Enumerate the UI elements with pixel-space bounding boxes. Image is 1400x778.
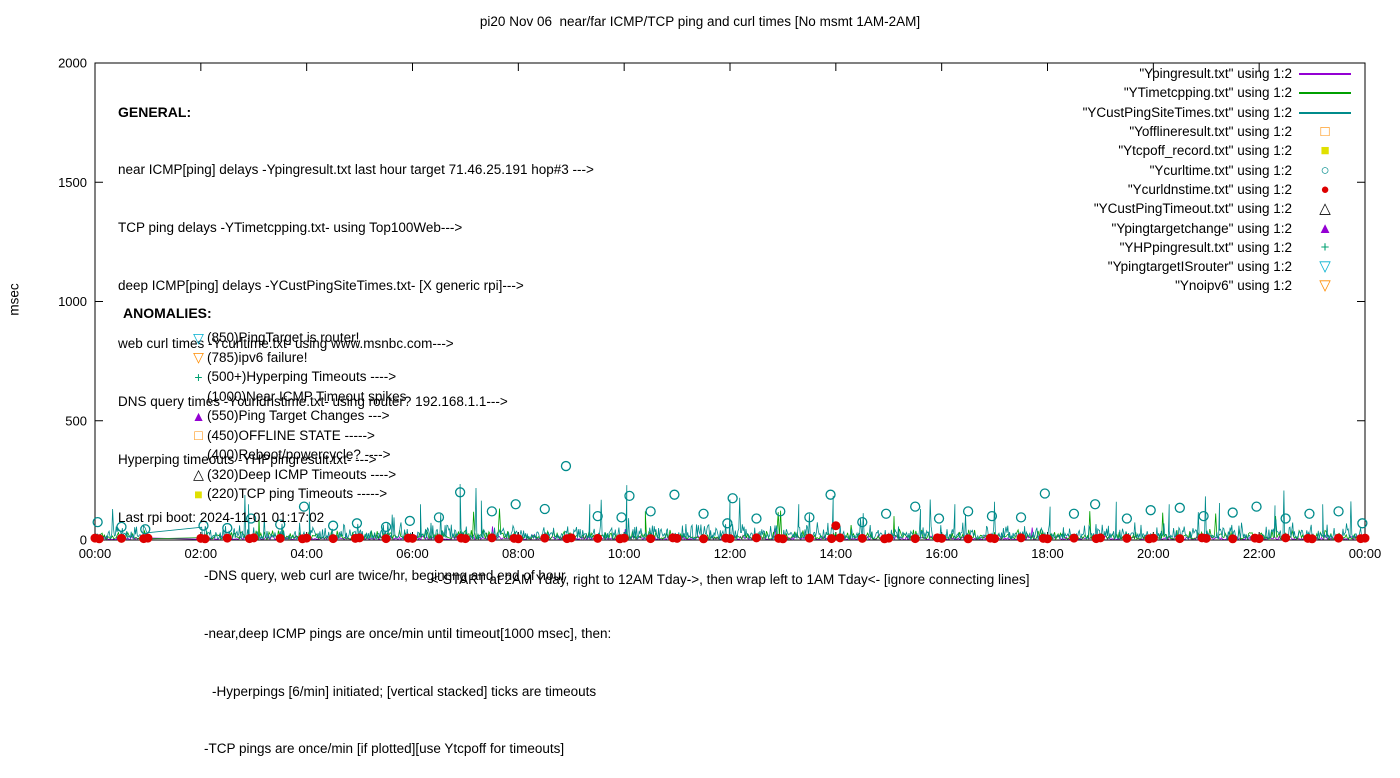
svg-text:00:00: 00:00 [1349, 546, 1382, 561]
legend-label: "Ytcpoff_record.txt" using 1:2 [1118, 143, 1292, 159]
square-filled-icon: ■ [194, 485, 203, 502]
anomaly-text: (850)PingTarget is router! [207, 330, 360, 346]
general-line: -DNS query, web curl are twice/hr, begin… [204, 567, 566, 583]
anomalies-header: ANOMALIES: [123, 305, 212, 321]
legend-item: "Ynoipv6" using 1:2 ▽ [1083, 276, 1354, 295]
anomaly-text: (320)Deep ICMP Timeouts ----> [207, 466, 397, 482]
legend-label: "YHPpingresult.txt" using 1:2 [1119, 239, 1292, 255]
svg-text:00:00: 00:00 [79, 546, 112, 561]
svg-text:04:00: 04:00 [290, 546, 323, 561]
triangle-up-open-icon: △ [193, 466, 204, 483]
svg-text:10:00: 10:00 [608, 546, 641, 561]
svg-text:06:00: 06:00 [396, 546, 429, 561]
general-line: near ICMP[ping] delays -Ypingresult.txt … [118, 162, 594, 178]
legend-item: "YHPpingresult.txt" using 1:2 + [1083, 238, 1354, 257]
anomaly-row: ▲ (550)Ping Target Changes ---> [190, 406, 406, 426]
triangle-down-open-icon: ▽ [1319, 277, 1331, 295]
square-open-icon: □ [194, 427, 203, 444]
anomaly-row: (400)Reboot/powercycle? ----> [190, 445, 406, 465]
legend-label: "YTimetcpping.txt" using 1:2 [1123, 85, 1292, 101]
general-line: Last rpi boot: 2024-11-01 01:17:02 [118, 509, 325, 525]
legend-label: "YpingtargetISrouter" using 1:2 [1107, 259, 1292, 275]
triangle-up-open-icon: △ [1319, 200, 1331, 218]
legend-label: "Yofflineresult.txt" using 1:2 [1129, 124, 1292, 140]
legend-item: "Ytcpoff_record.txt" using 1:2 ■ [1083, 141, 1354, 160]
svg-text:20:00: 20:00 [1137, 546, 1170, 561]
general-line: deep ICMP[ping] delays -YCustPingSiteTim… [118, 278, 524, 294]
anomaly-text: (550)Ping Target Changes ---> [207, 408, 390, 424]
svg-text:12:00: 12:00 [714, 546, 747, 561]
general-line: DNS query times -Ycurldnstime.txt- using… [118, 394, 508, 410]
general-line: -Hyperpings [6/min] initiated; [vertical… [212, 683, 597, 699]
svg-text:02:00: 02:00 [185, 546, 218, 561]
legend-label: "YCustPingSiteTimes.txt" using 1:2 [1082, 104, 1292, 120]
legend-item: "Ypingresult.txt" using 1:2 [1083, 64, 1354, 83]
anomaly-text: (500+)Hyperping Timeouts ----> [207, 369, 397, 385]
legend-label: "Ypingtargetchange" using 1:2 [1111, 220, 1292, 236]
legend-label: "Ynoipv6" using 1:2 [1175, 278, 1292, 294]
anomaly-row: △ (320)Deep ICMP Timeouts ----> [190, 465, 406, 485]
legend-item: "YTimetcpping.txt" using 1:2 [1083, 83, 1354, 102]
x-axis-label: <-START at 2AM Yday, right to 12AM Tday-… [430, 572, 1030, 587]
legend-label: "YCustPingTimeout.txt" using 1:2 [1093, 201, 1292, 217]
legend: "Ypingresult.txt" using 1:2 "YTimetcppin… [1083, 64, 1354, 296]
svg-text:18:00: 18:00 [1031, 546, 1064, 561]
legend-item: "Ypingtargetchange" using 1:2 ▲ [1083, 218, 1354, 237]
svg-text:14:00: 14:00 [820, 546, 853, 561]
legend-item: "Ycurldnstime.txt" using 1:2 ● [1083, 180, 1354, 199]
legend-item: "YCustPingSiteTimes.txt" using 1:2 [1083, 103, 1354, 122]
general-line: -near,deep ICMP pings are once/min until… [204, 625, 612, 641]
anomaly-text: (400)Reboot/powercycle? ----> [207, 447, 391, 463]
anomaly-row: + (500+)Hyperping Timeouts ----> [190, 367, 406, 387]
legend-label: "Ycurltime.txt" using 1:2 [1149, 162, 1292, 178]
square-filled-icon: ■ [1320, 142, 1330, 160]
plus-icon: + [1320, 238, 1330, 256]
chart-title: pi20 Nov 06 near/far ICMP/TCP ping and c… [479, 14, 921, 29]
anomalies-block: ▽ (850)PingTarget is router! ▽ (785)ipv6… [190, 328, 407, 504]
legend-item: "Yofflineresult.txt" using 1:2 □ [1083, 122, 1354, 141]
anomaly-text: (785)ipv6 failure! [207, 349, 308, 365]
svg-text:1000: 1000 [58, 294, 87, 309]
plus-icon: + [194, 368, 203, 385]
svg-text:0: 0 [80, 533, 87, 548]
svg-text:2000: 2000 [58, 56, 87, 71]
square-open-icon: □ [1320, 123, 1330, 141]
svg-text:08:00: 08:00 [502, 546, 535, 561]
triangle-down-open-icon: ▽ [193, 349, 204, 366]
line-sample-icon [1296, 66, 1354, 81]
svg-text:22:00: 22:00 [1243, 546, 1276, 561]
triangle-down-open-icon: ▽ [193, 329, 204, 346]
plot-canvas: 00:00 02:00 04:00 06:00 08:00 10:00 12:00 14:00… [58, 56, 1382, 562]
legend-item: "YCustPingTimeout.txt" using 1:2 △ [1083, 199, 1354, 218]
general-line: -TCP pings are once/min [if plotted][use… [204, 741, 565, 757]
svg-text:1500: 1500 [58, 175, 87, 190]
anomaly-row: ▽ (850)PingTarget is router! [190, 328, 406, 348]
anomaly-text: (1000)Near ICMP Timeout spikes [207, 388, 407, 404]
svg-text:500: 500 [65, 413, 87, 428]
legend-item: "YpingtargetISrouter" using 1:2 ▽ [1083, 257, 1354, 276]
anomaly-row: ■ (220)TCP ping Timeouts -----> [190, 484, 406, 504]
svg-text:16:00: 16:00 [925, 546, 958, 561]
triangle-down-open-icon: ▽ [1319, 258, 1331, 276]
circle-open-icon: ○ [1320, 161, 1330, 179]
line-sample-icon [1296, 85, 1354, 100]
general-line: TCP ping delays -YTimetcpping.txt- using… [118, 220, 463, 236]
anomaly-row: ▽ (785)ipv6 failure! [190, 348, 406, 368]
legend-label: "Ypingresult.txt" using 1:2 [1139, 66, 1292, 82]
anomaly-text: (450)OFFLINE STATE -----> [207, 427, 375, 443]
general-line: web curl times -Ycurltime.txt- using www… [118, 336, 454, 352]
triangle-up-filled-icon: ▲ [1317, 219, 1333, 237]
general-line: Hyperping timeouts -YHPpingresult.txt- -… [118, 451, 377, 467]
triangle-up-filled-icon: ▲ [191, 407, 206, 424]
line-sample-icon [1296, 105, 1354, 120]
anomaly-text: (220)TCP ping Timeouts -----> [207, 486, 388, 502]
circle-filled-icon: ● [1320, 180, 1330, 198]
legend-item: "Ycurltime.txt" using 1:2 ○ [1083, 160, 1354, 179]
general-header: GENERAL: [118, 103, 192, 120]
anomaly-row: □ (450)OFFLINE STATE -----> [190, 426, 406, 446]
anomaly-row: (1000)Near ICMP Timeout spikes [190, 387, 406, 407]
legend-label: "Ycurldnstime.txt" using 1:2 [1127, 181, 1292, 197]
